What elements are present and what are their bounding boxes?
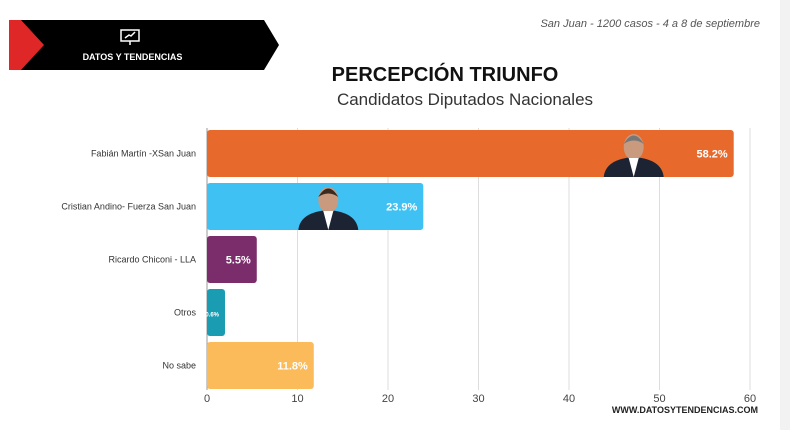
website-url: WWW.DATOSYTENDENCIAS.COM [611, 405, 758, 415]
x-tick-label: 30 [472, 393, 484, 405]
bar [207, 289, 225, 336]
right-border [780, 0, 790, 430]
brand-banner [9, 20, 279, 70]
candidate-photo [298, 187, 359, 230]
survey-meta: San Juan - 1200 casos - 4 a 8 de septiem… [540, 18, 760, 30]
x-tick-label: 10 [291, 393, 303, 405]
x-tick-label: 40 [563, 393, 575, 405]
bar [207, 130, 734, 177]
data-label: 0.6% [205, 313, 219, 319]
bar [207, 183, 424, 230]
x-tick-label: 60 [744, 393, 756, 405]
category-label: Otros [174, 308, 197, 318]
bar [207, 236, 257, 283]
x-tick-label: 50 [653, 393, 665, 405]
chart-subtitle: Candidatos Diputados Nacionales [336, 90, 594, 109]
category-label: Ricardo Chiconi - LLA [108, 255, 196, 265]
x-tick-label: 0 [204, 393, 210, 405]
data-label: 23.9% [386, 202, 417, 214]
category-label: No sabe [162, 361, 196, 371]
category-label: Cristian Andino- Fuerza San Juan [61, 202, 196, 212]
chart-title: PERCEPCIÓN TRIUNFO [331, 64, 559, 86]
data-label: 5.5% [226, 255, 251, 267]
bar [207, 342, 314, 389]
x-tick-label: 20 [382, 393, 394, 405]
candidate-photo [603, 134, 664, 177]
presentation-chart-icon [120, 29, 140, 45]
data-label: 11.8% [277, 361, 308, 373]
data-label: 58.2% [697, 149, 728, 161]
category-label: Fabián Martín -XSan Juan [91, 149, 196, 159]
brand-name: DATOS Y TENDENCIAS [82, 52, 183, 62]
